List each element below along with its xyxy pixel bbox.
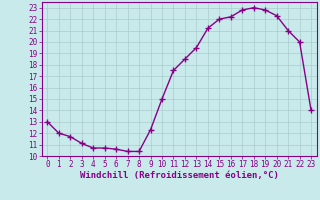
X-axis label: Windchill (Refroidissement éolien,°C): Windchill (Refroidissement éolien,°C) xyxy=(80,171,279,180)
